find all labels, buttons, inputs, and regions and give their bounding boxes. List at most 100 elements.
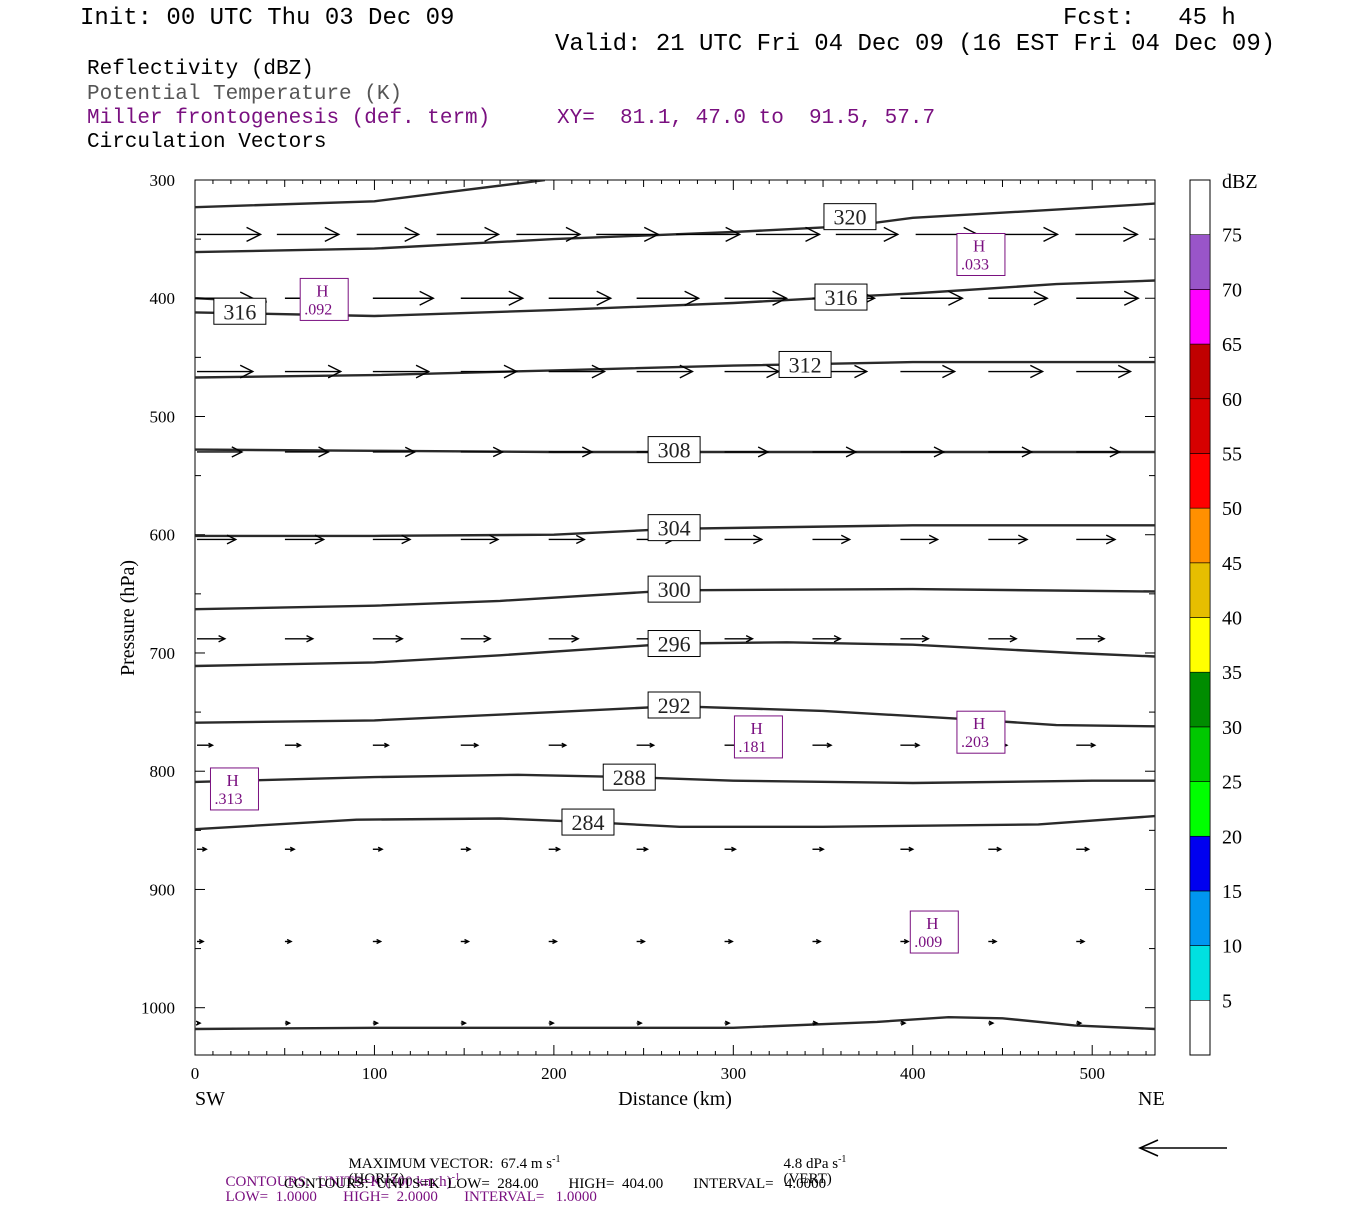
theta-contour-line (195, 641, 1155, 668)
theta-contour-line (195, 202, 1155, 254)
circulation-vector (988, 846, 1003, 852)
circulation-vector (197, 446, 244, 458)
x-left-direction: SW (195, 1088, 225, 1110)
circulation-vector (436, 226, 501, 243)
circulation-vector (1157, 743, 1176, 747)
contour-label: 316 (824, 285, 857, 310)
forecast-hour: Fcst: 45 h (1063, 5, 1236, 32)
circulation-vector (676, 226, 742, 243)
colorbar: 5 10 15 20 25 30 35 40 45 50 55 60 65 70 75 (1189, 179, 1242, 1056)
contour-label: 304 (658, 516, 691, 541)
circulation-vector (1157, 939, 1165, 943)
theta-contour-line (195, 180, 546, 209)
frontogenesis-high: H.181 (733, 715, 783, 759)
contour-info-theta: CONTOURS: UNITS=K LOW= 284.00 HIGH= 404.… (284, 1176, 827, 1192)
circulation-vector (1075, 226, 1139, 243)
circulation-vector (372, 446, 417, 458)
contour-label: 288 (613, 765, 646, 790)
circulation-vector (1076, 534, 1117, 545)
contour-label: 292 (658, 693, 691, 718)
circulation-vector (284, 635, 315, 643)
circulation-vector (460, 634, 492, 643)
circulation-vector (460, 742, 480, 748)
colorbar-label: 55 (1222, 443, 1242, 465)
colorbar-label: 60 (1222, 389, 1242, 411)
theta-contour-line (195, 814, 1155, 831)
circulation-vector (548, 938, 559, 945)
circulation-vector (1076, 364, 1133, 379)
y-tick-label: 700 (150, 644, 176, 663)
contour-label-box (778, 350, 832, 378)
colorbar-label: 75 (1222, 225, 1242, 247)
circulation-vector (636, 364, 694, 379)
contour-label: 284 (571, 810, 604, 835)
colorbar-swatch (1189, 562, 1211, 618)
contour-label-box (561, 808, 615, 836)
circulation-vector (636, 742, 656, 748)
circulation-vector (812, 742, 833, 748)
circulation-vector (356, 226, 421, 243)
y-tick-label: 300 (150, 171, 176, 190)
contour-label: 316 (223, 299, 256, 324)
circulation-vector (460, 534, 500, 545)
colorbar-label: 70 (1222, 279, 1242, 301)
circulation-vector (1157, 1021, 1162, 1025)
circulation-vector (1157, 847, 1169, 851)
max-vector-note: MAXIMUM VECTOR: 67.4 m s-1 (HORIZ) (341, 1140, 561, 1187)
init-time: Init: 00 UTC Thu 03 Dec 09 (80, 5, 455, 32)
circulation-vector (548, 446, 594, 458)
y-tick-label: 800 (150, 762, 176, 781)
colorbar-swatch (1189, 835, 1211, 892)
circulation-vector (372, 634, 404, 643)
colorbar-swatch (1189, 507, 1211, 564)
frontogenesis-high: H.009 (909, 910, 959, 954)
y-tick-label: 600 (150, 526, 176, 545)
high-value: .092 (304, 301, 332, 318)
circulation-vector (900, 290, 964, 306)
circulation-vector (276, 226, 341, 243)
x-right-direction: NE (1138, 1088, 1165, 1110)
circulation-vector (900, 938, 910, 945)
colorbar-unit: dBZ (1222, 171, 1258, 193)
contour-label-box (213, 297, 267, 325)
x-tick-label: 200 (541, 1064, 567, 1083)
theta-contour-line (195, 1015, 1155, 1031)
circulation-vector (988, 364, 1045, 379)
colorbar-swatch (1189, 398, 1211, 454)
circulation-vector (812, 846, 825, 852)
contour-label: 296 (658, 632, 691, 657)
circulation-vector (372, 364, 431, 379)
x-axis-label: Distance (km) (618, 1088, 732, 1110)
contour-label-box (647, 630, 701, 658)
theta-contour-line (195, 360, 1155, 379)
circulation-vector (1076, 938, 1086, 945)
circulation-vector (460, 938, 471, 945)
max-vector-label: MAXIMUM VECTOR: 67.4 m s (348, 1156, 553, 1172)
vert-vector-exponent: -1 (838, 1154, 847, 1165)
circulation-vector (724, 1020, 731, 1026)
circulation-vector (460, 846, 472, 852)
circulation-vector (724, 938, 734, 945)
circulation-vector (197, 226, 263, 243)
circulation-vector (812, 938, 822, 945)
circulation-vector (460, 446, 505, 458)
circulation-vector (548, 290, 613, 306)
circulation-vector (812, 534, 852, 545)
circulation-vector (372, 846, 384, 852)
circulation-vector (1076, 635, 1106, 643)
frontogenesis-high: H.313 (209, 767, 259, 811)
circulation-vector (548, 634, 580, 643)
theta-contour-line (195, 587, 1155, 611)
colorbar-label: 5 (1222, 990, 1232, 1012)
theta-contour-line (195, 279, 1155, 318)
high-symbol: H (973, 236, 985, 255)
y-tick-label: 400 (150, 289, 176, 308)
colorbar-label: 30 (1222, 717, 1242, 739)
contour-label: 300 (658, 577, 691, 602)
circulation-vector (197, 534, 238, 545)
circulation-vector (1076, 290, 1140, 306)
circulation-vector (636, 1020, 643, 1026)
circulation-vector (636, 846, 650, 852)
colorbar-swatch (1189, 289, 1211, 345)
